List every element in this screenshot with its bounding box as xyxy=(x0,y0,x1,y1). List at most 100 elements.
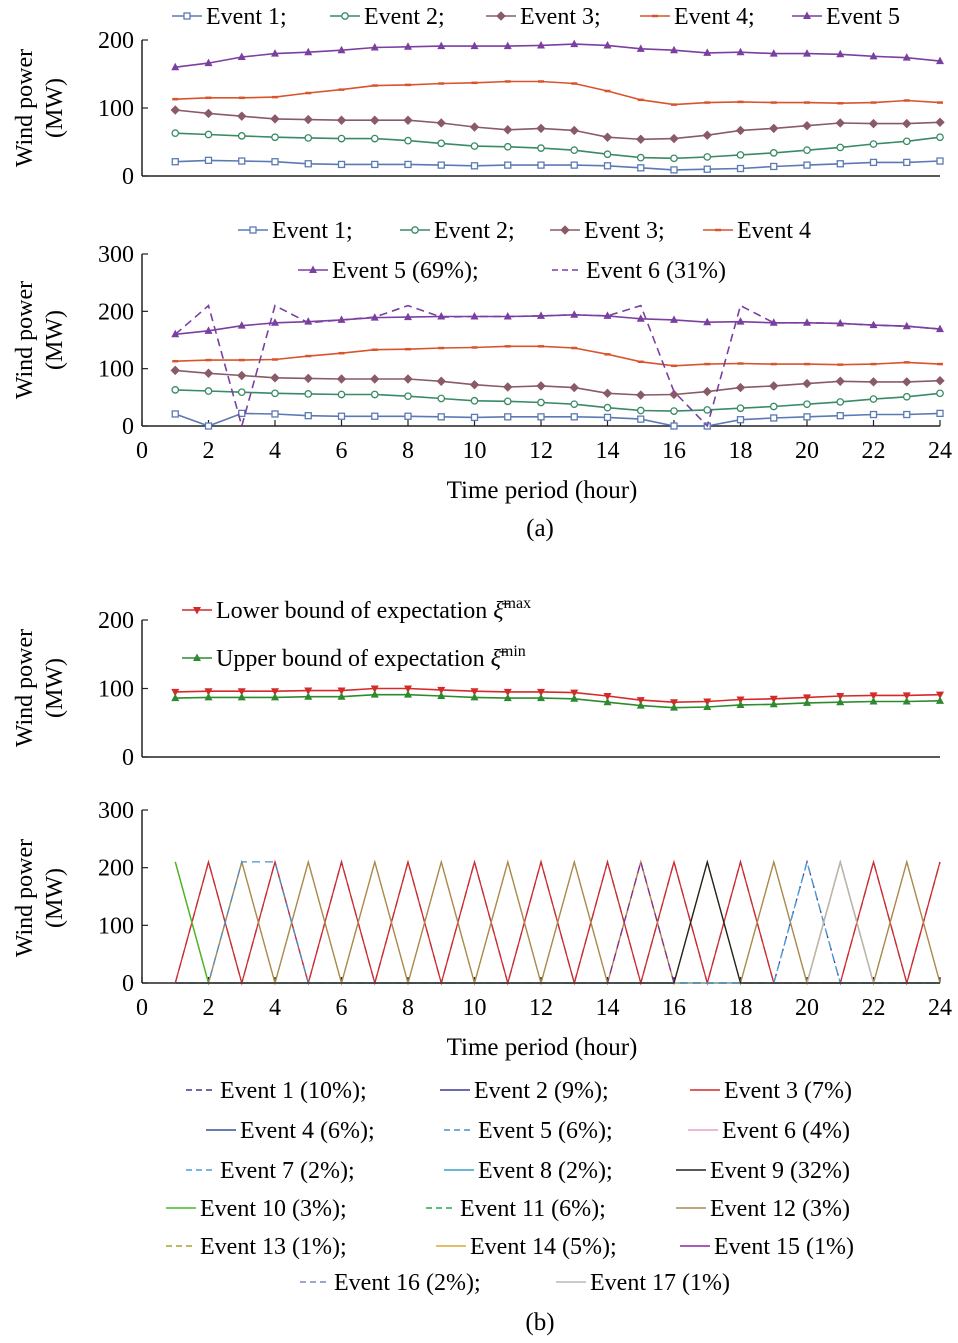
data-point xyxy=(537,161,545,169)
legend-label: Event 3; xyxy=(584,218,665,244)
x-tick-label: 6 xyxy=(336,995,348,1021)
data-point xyxy=(770,162,778,171)
legend-item: Event 1 (10%); xyxy=(186,1078,367,1104)
series-line-b-top-0 xyxy=(175,687,941,704)
x-tick-label: 18 xyxy=(729,995,753,1021)
data-point xyxy=(703,698,712,707)
data-point xyxy=(769,402,778,411)
legend-item: Lower bound of expectation ξ̄max xyxy=(182,595,531,624)
x-ticks-a-bottom: 0 2 4 6 8 10 12 14 16 18 20 22 24 xyxy=(136,420,952,464)
y-ticks-a-top: 0 100 200 xyxy=(98,28,148,190)
legend-label: Event 13 (1%); xyxy=(200,1234,347,1260)
data-point xyxy=(570,161,578,169)
data-point xyxy=(670,422,678,430)
data-point xyxy=(935,375,945,386)
data-point xyxy=(469,380,480,390)
data-point xyxy=(868,118,879,129)
data-point xyxy=(736,47,745,56)
data-point xyxy=(602,388,613,399)
y-tick-label: 200 xyxy=(98,28,134,54)
legend-b-bottom: Event 1 (10%); Event 2 (9%); Event 3 (7%) E… xyxy=(166,1078,854,1296)
data-point xyxy=(271,389,279,398)
y-tick-label: 300 xyxy=(98,242,134,268)
data-point xyxy=(636,697,645,705)
data-point xyxy=(503,41,512,50)
data-point xyxy=(869,697,878,705)
data-point xyxy=(902,137,911,146)
data-point xyxy=(503,397,512,406)
x-tick-label: 10 xyxy=(463,995,487,1021)
series-a-top xyxy=(170,39,945,174)
data-point xyxy=(769,149,778,157)
data-point xyxy=(304,412,312,420)
data-point xyxy=(603,693,612,701)
x-tick-label: 2 xyxy=(203,995,215,1021)
x-tick-label: 6 xyxy=(336,438,348,464)
caption-b: (b) xyxy=(525,1309,554,1336)
data-point xyxy=(403,374,413,384)
data-point xyxy=(703,165,711,173)
legend-marker xyxy=(309,265,317,273)
legend-label: Event 6 (31%) xyxy=(586,258,726,284)
legend-marker xyxy=(193,607,201,615)
legend-label: Event 16 (2%); xyxy=(334,1270,481,1296)
series-line-b-top-1 xyxy=(175,693,941,709)
data-point xyxy=(669,133,679,144)
legend-label: Lower bound of expectation ξ̄max xyxy=(216,595,531,624)
data-point xyxy=(803,694,811,702)
x-tick-label: 18 xyxy=(729,438,753,464)
data-point xyxy=(636,44,645,52)
data-point xyxy=(769,695,778,704)
data-point xyxy=(569,382,579,393)
data-point xyxy=(470,162,479,170)
data-point xyxy=(836,697,845,706)
y-axis-label-a-bottom: Wind power xyxy=(12,281,38,399)
data-point xyxy=(304,390,313,398)
data-point xyxy=(337,390,346,399)
data-point xyxy=(304,692,313,700)
data-point xyxy=(304,134,313,142)
legend-marker xyxy=(411,226,419,234)
data-point xyxy=(237,388,246,397)
data-point xyxy=(437,691,446,700)
y-axis-unit-a-bottom: (MW) xyxy=(42,310,68,370)
data-point xyxy=(603,40,612,49)
data-point xyxy=(536,381,546,391)
data-point xyxy=(504,161,512,169)
data-point xyxy=(670,45,678,54)
data-point xyxy=(803,698,811,706)
legend-label: Event 2 (9%); xyxy=(474,1078,609,1104)
x-tick-label: 16 xyxy=(662,438,686,464)
data-point xyxy=(436,376,446,386)
data-point xyxy=(936,157,944,165)
data-point xyxy=(271,133,279,142)
data-point xyxy=(736,700,745,708)
data-point xyxy=(637,164,645,172)
data-point xyxy=(537,688,545,697)
data-point xyxy=(370,690,379,698)
series-line-a-top-3 xyxy=(175,80,941,106)
data-point xyxy=(437,394,446,403)
data-point xyxy=(869,158,878,167)
data-point xyxy=(170,365,180,376)
data-point xyxy=(404,690,412,698)
data-point xyxy=(270,114,280,124)
series-line-a-bottom-3 xyxy=(175,345,941,367)
data-point xyxy=(570,39,579,48)
data-point xyxy=(436,118,446,128)
legend-label: Event 4; xyxy=(674,4,755,30)
data-point xyxy=(404,160,412,169)
data-point xyxy=(203,368,214,378)
data-point xyxy=(237,370,247,381)
series-a-bottom xyxy=(170,304,945,430)
legend-item: Event 5 (6%); xyxy=(444,1118,613,1144)
data-point xyxy=(404,42,412,50)
data-point xyxy=(836,693,845,701)
x-tick-label: 0 xyxy=(136,438,148,464)
data-point xyxy=(470,692,479,701)
data-point xyxy=(902,377,912,387)
data-point xyxy=(769,318,778,326)
legend-label: Event 9 (32%) xyxy=(710,1158,850,1184)
legend-item: Event 12 (3%) xyxy=(676,1196,850,1222)
